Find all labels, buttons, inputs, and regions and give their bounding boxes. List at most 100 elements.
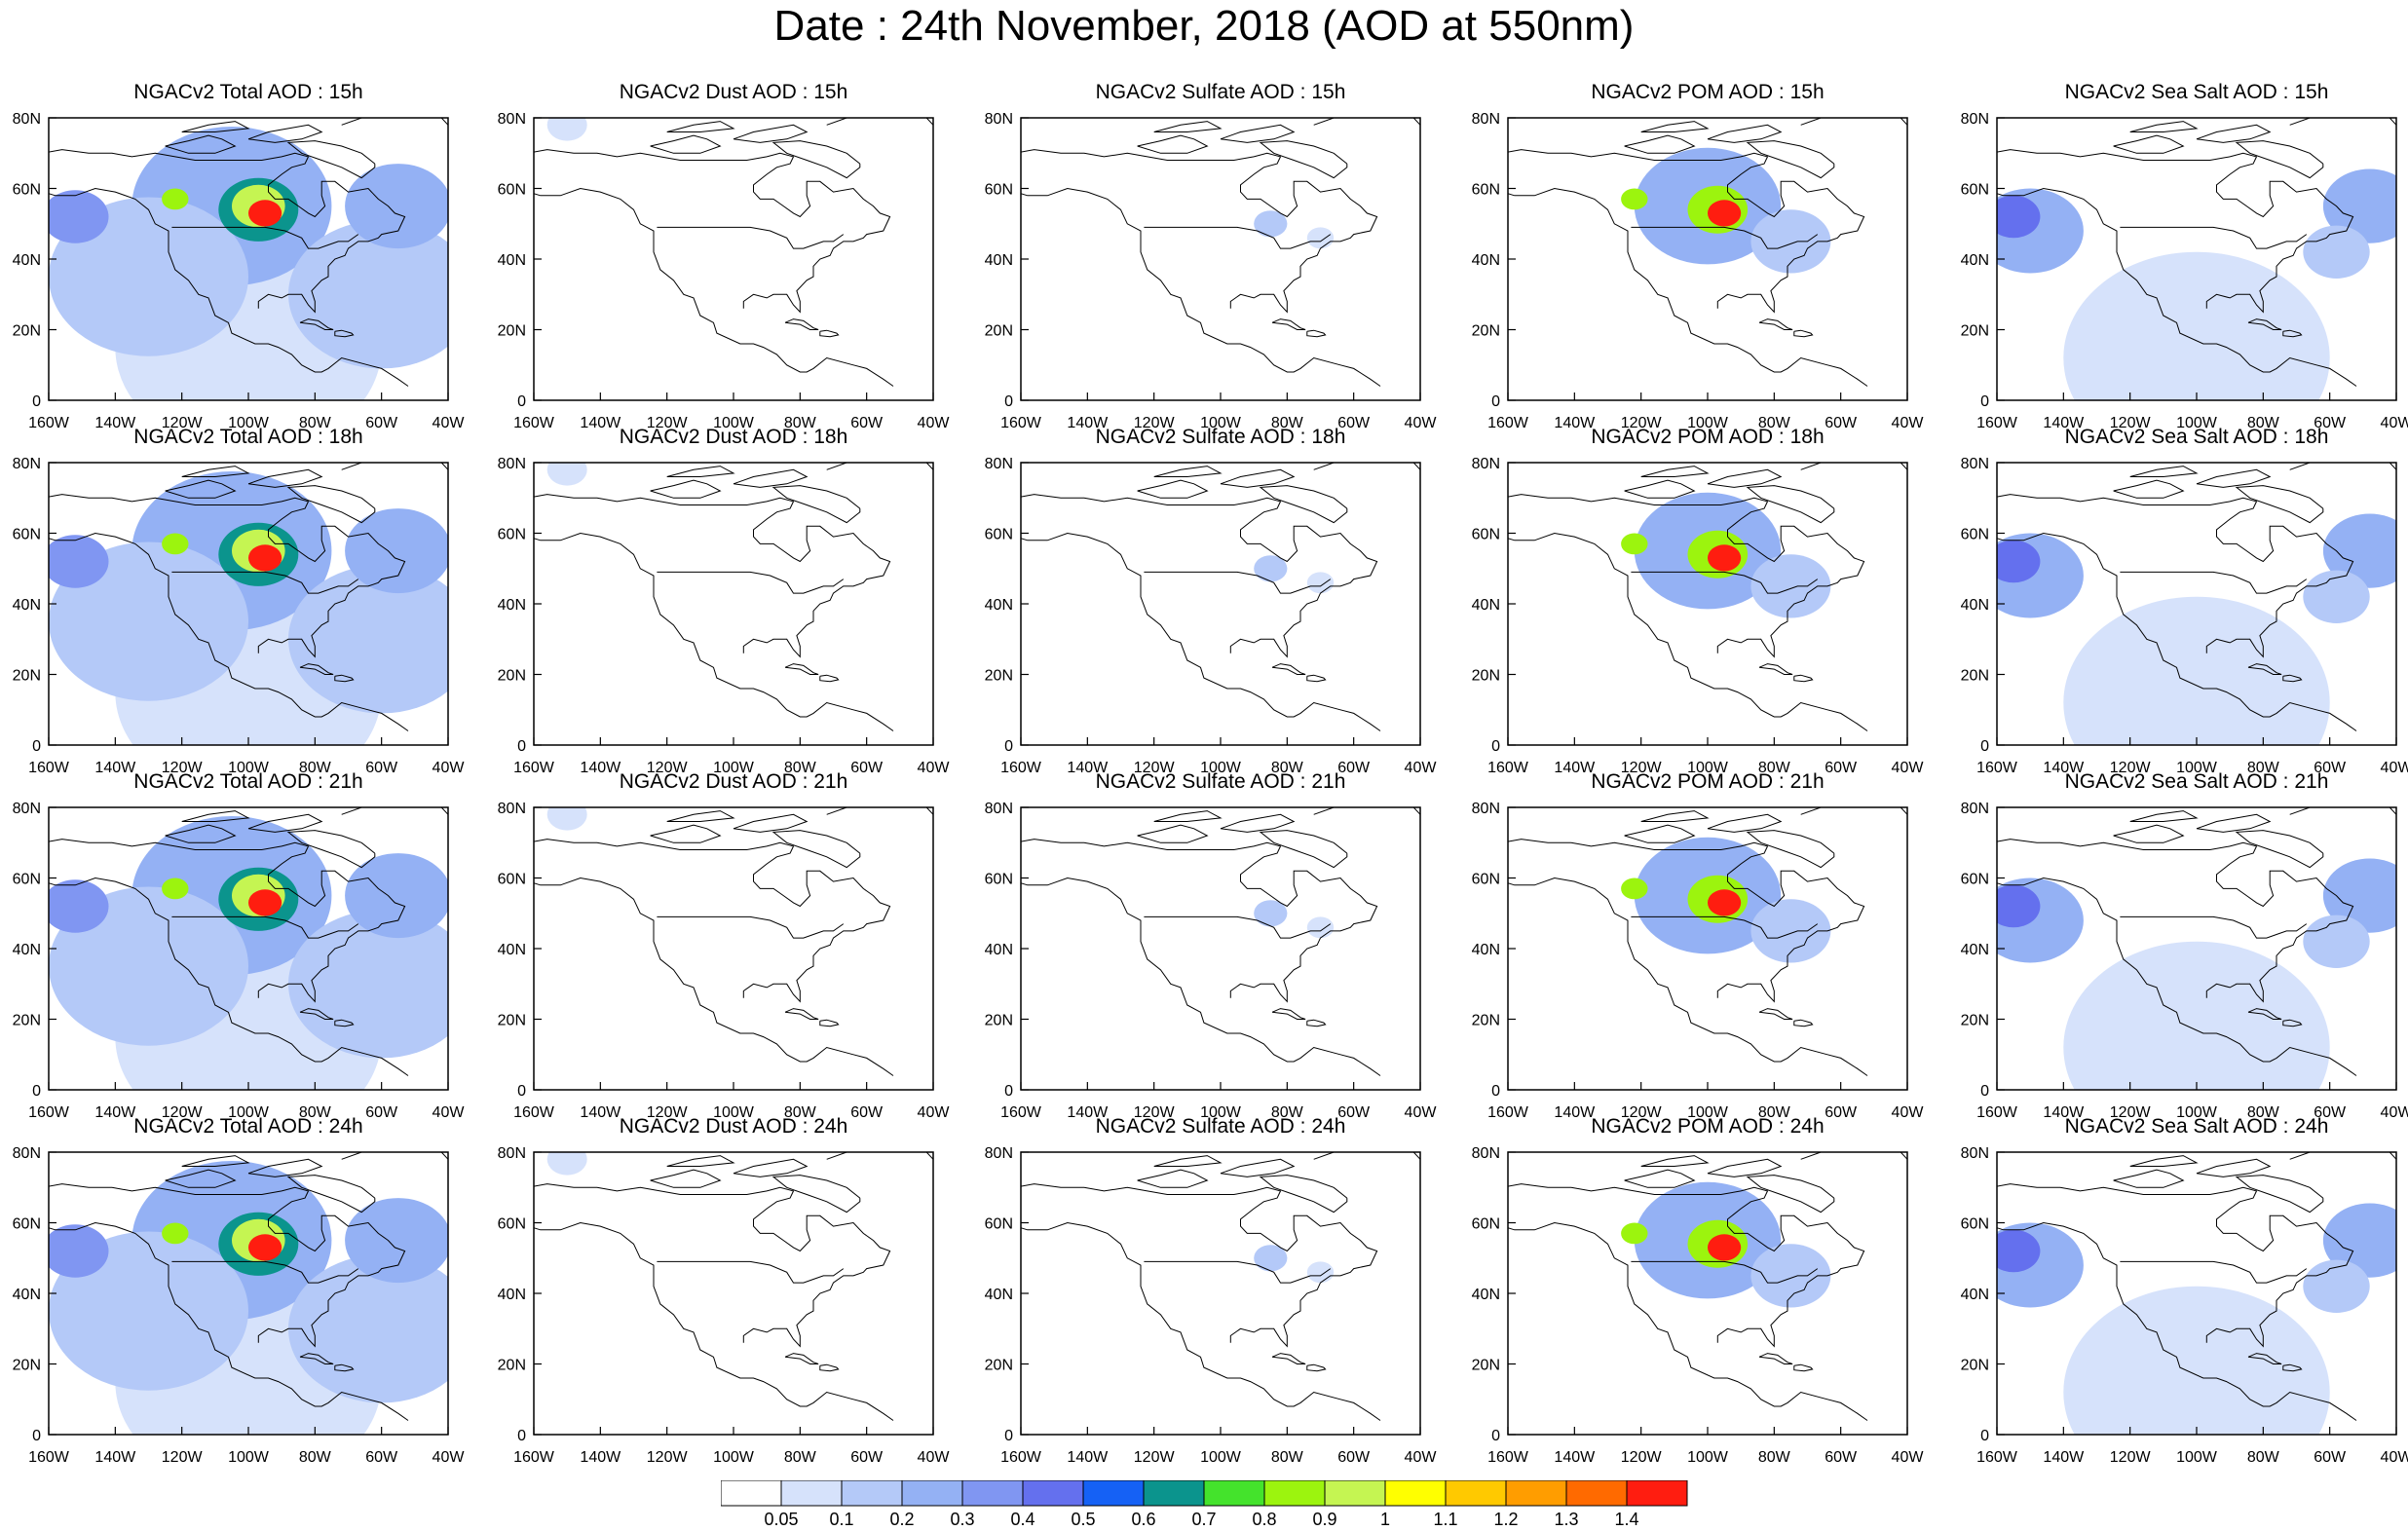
aod-map: 160W 140W 120W 100W 80W 60W 40W 0 20N 40N 60N 80N (1961, 801, 2408, 1121)
coastline (334, 1019, 355, 1027)
coastline (1021, 532, 1381, 731)
lon-tick-label: 160W (1487, 760, 1529, 776)
lat-tick-label: 60N (13, 527, 41, 543)
lon-tick-label: 140W (1067, 1449, 1109, 1466)
lon-tick-label: 120W (647, 760, 689, 776)
coastline (657, 1260, 845, 1284)
lat-tick-label: 80N (1472, 801, 1500, 817)
lat-tick-label: 60N (1472, 1216, 1500, 1233)
coastline (650, 1169, 722, 1188)
lon-tick-label: 40W (1405, 760, 1438, 776)
coastline (2282, 1019, 2303, 1027)
lon-tick-label: 160W (1976, 1449, 2018, 1466)
aod-map: 160W 140W 120W 100W 80W 60W 40W 0 20N 40N 60N 80N (498, 1145, 951, 1466)
coastline (49, 1183, 406, 1348)
lat-tick-label: 40N (13, 942, 41, 958)
coastline (1259, 830, 1348, 869)
lat-tick-label: 0 (1980, 1083, 1989, 1100)
lat-tick-label: 40N (1472, 597, 1500, 614)
lat-tick-label: 20N (498, 323, 526, 340)
colorbar-label: 1.2 (1493, 1510, 1518, 1527)
lat-tick-label: 20N (1961, 323, 1989, 340)
coastline (819, 674, 840, 683)
colorbar-swatch (1384, 1480, 1447, 1507)
aod-blob (1750, 209, 1831, 274)
lon-tick-label: 100W (713, 415, 755, 431)
lon-tick-label: 60W (850, 1104, 884, 1121)
aod-map: 160W 140W 120W 100W 80W 60W 40W 0 20N 40N 60N 80N (985, 456, 1438, 776)
coastline (1793, 1019, 1814, 1027)
coastline (1746, 830, 1835, 869)
lon-tick-label: 100W (2176, 1449, 2218, 1466)
lon-tick-label: 140W (94, 1449, 136, 1466)
panel-title: NGACv2 Sulfate AOD : 15h (1095, 81, 1346, 103)
lon-tick-label: 60W (1337, 1449, 1371, 1466)
lat-tick-label: 0 (517, 738, 526, 755)
coastline (49, 149, 406, 314)
lon-tick-label: 80W (2247, 1449, 2280, 1466)
colorbar-label: 0.3 (950, 1510, 974, 1527)
coastline (1508, 149, 1865, 314)
coastline (1758, 1353, 1793, 1364)
lat-tick-label: 0 (32, 738, 41, 755)
coastline (2196, 468, 2272, 488)
lon-tick-label: 160W (513, 1104, 555, 1121)
lon-tick-label: 120W (162, 760, 204, 776)
lon-tick-label: 40W (1405, 1449, 1438, 1466)
coastline (1631, 571, 1819, 594)
coastline (334, 329, 355, 338)
panel-title: NGACv2 Total AOD : 24h (133, 1115, 363, 1138)
coastline (2289, 807, 2396, 815)
lat-tick-label: 20N (13, 1013, 41, 1029)
lat-tick-label: 0 (517, 1083, 526, 1100)
lon-tick-label: 140W (1067, 1104, 1109, 1121)
colorbar-swatch (961, 1480, 1024, 1507)
coastline (666, 1155, 735, 1167)
coastline (1259, 1175, 1348, 1214)
lat-tick-label: 40N (985, 597, 1013, 614)
lon-tick-label: 60W (2314, 1104, 2347, 1121)
coastline (1997, 187, 2357, 387)
lat-tick-label: 0 (1491, 1083, 1500, 1100)
aod-blob (1306, 1261, 1335, 1284)
coastline (1758, 318, 1793, 330)
aod-blob (546, 118, 587, 141)
lat-tick-label: 20N (13, 1358, 41, 1374)
colorbar-label: 0.9 (1312, 1510, 1336, 1527)
lat-tick-label: 20N (985, 1358, 1013, 1374)
panel-title: NGACv2 Sea Salt AOD : 18h (2064, 426, 2329, 448)
colorbar-swatch (1626, 1480, 1688, 1507)
lat-tick-label: 40N (13, 597, 41, 614)
lat-tick-label: 60N (13, 182, 41, 199)
lat-tick-label: 80N (498, 1145, 526, 1162)
coastline (1508, 494, 1865, 658)
aod-blob (1708, 1234, 1742, 1261)
coastline (49, 494, 406, 658)
coastline (1508, 187, 1868, 387)
colorbar-label: 0.5 (1071, 1510, 1095, 1527)
aod-blob (288, 565, 448, 714)
lon-tick-label: 60W (2314, 760, 2347, 776)
lat-tick-label: 40N (985, 1287, 1013, 1303)
coastline (2113, 479, 2185, 499)
lon-tick-label: 60W (1825, 1104, 1858, 1121)
coastline (1624, 1169, 1696, 1188)
lon-tick-label: 120W (1621, 415, 1663, 431)
aod-blob (162, 533, 189, 555)
coastline (1746, 1175, 1835, 1214)
aod-blob (49, 197, 248, 356)
map-panel-dust-0: NGACv2 Dust AOD : 15h 160W 140W 120W 100W 80W… (498, 81, 951, 431)
lon-tick-label: 160W (28, 415, 70, 431)
coastline (1306, 329, 1327, 338)
lat-tick-label: 80N (1961, 456, 1989, 472)
map-panel-seasalt-2: NGACv2 Sea Salt AOD : 21h 160W 140W 120W 100… (1961, 770, 2408, 1121)
aod-blob (162, 1222, 189, 1245)
aod-blob (49, 541, 248, 701)
colorbar-label: 1.4 (1614, 1510, 1638, 1527)
map-panel-total-2: NGACv2 Total AOD : 21h 160W 140W 120W 100W 80… (13, 770, 466, 1121)
aod-blob (345, 853, 448, 939)
coastline (1800, 463, 1907, 470)
panel-title: NGACv2 Dust AOD : 15h (619, 81, 848, 103)
coastline (1144, 1260, 1332, 1284)
lat-tick-label: 60N (1472, 872, 1500, 888)
